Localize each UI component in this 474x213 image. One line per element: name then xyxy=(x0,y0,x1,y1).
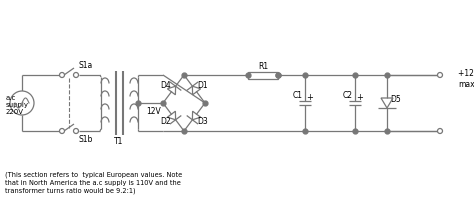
Text: T1: T1 xyxy=(114,137,124,145)
Text: 220V: 220V xyxy=(6,109,24,115)
Text: R1: R1 xyxy=(258,62,268,71)
FancyBboxPatch shape xyxy=(248,72,278,79)
Text: +12V at 0.2A
max.: +12V at 0.2A max. xyxy=(458,69,474,89)
Circle shape xyxy=(10,91,34,115)
Circle shape xyxy=(73,128,79,134)
Text: C1: C1 xyxy=(293,92,303,101)
Circle shape xyxy=(60,128,64,134)
Text: D1: D1 xyxy=(197,81,208,89)
Text: S1b: S1b xyxy=(79,135,93,144)
Text: 12V: 12V xyxy=(146,106,161,115)
Circle shape xyxy=(438,72,443,78)
Circle shape xyxy=(60,72,64,78)
Text: D2: D2 xyxy=(160,117,171,125)
Text: (This section refers to  typical European values. Note
that in North America the: (This section refers to typical European… xyxy=(5,171,182,194)
Text: D5: D5 xyxy=(391,95,401,104)
Text: C2: C2 xyxy=(343,92,353,101)
Circle shape xyxy=(438,128,443,134)
Text: +: + xyxy=(307,92,313,102)
Text: a.c
supply: a.c supply xyxy=(6,95,29,108)
Text: D4: D4 xyxy=(160,81,171,89)
Text: S1a: S1a xyxy=(79,62,93,71)
Text: +: + xyxy=(356,92,364,102)
Text: D3: D3 xyxy=(197,117,208,125)
Circle shape xyxy=(73,72,79,78)
